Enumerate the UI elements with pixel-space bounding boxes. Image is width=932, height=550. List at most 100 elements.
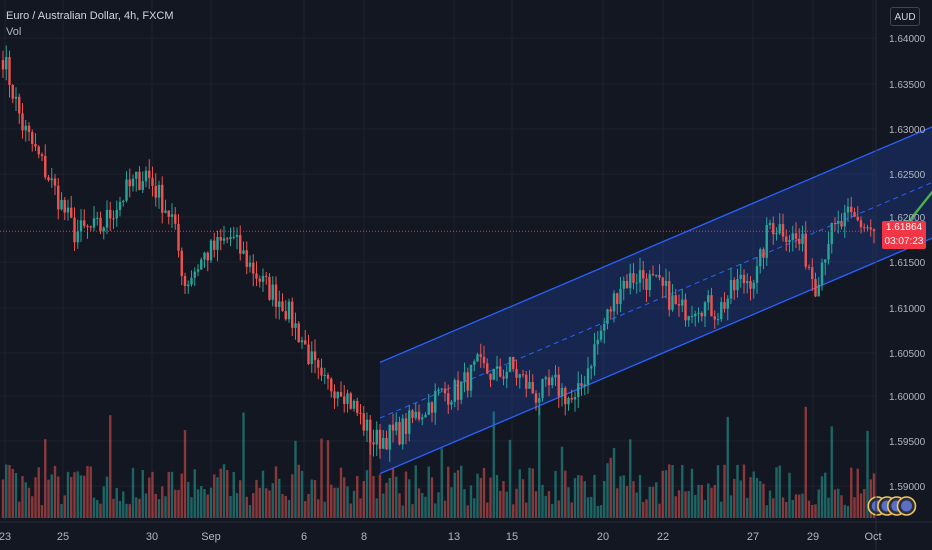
time-tick-label: 13 bbox=[448, 531, 460, 543]
parallel-channel[interactable] bbox=[379, 93, 932, 475]
volume-bar bbox=[359, 498, 362, 518]
volume-bar bbox=[222, 464, 226, 518]
volume-bar bbox=[544, 495, 547, 518]
candle-body bbox=[304, 340, 307, 345]
candle-body bbox=[148, 170, 151, 178]
symbol-title[interactable]: Euro / Australian Dollar, 4h, FXCM bbox=[6, 10, 174, 22]
volume-bar bbox=[37, 467, 40, 518]
trend-arrow[interactable] bbox=[898, 163, 932, 234]
candle-body bbox=[492, 368, 495, 380]
volume-bar bbox=[174, 489, 177, 518]
volume-bar bbox=[859, 493, 863, 518]
candle-body bbox=[622, 280, 625, 289]
price-tick-label: 1.60500 bbox=[889, 349, 926, 360]
volume-bar bbox=[294, 440, 297, 518]
time-tick-label: Sep bbox=[201, 531, 221, 543]
time-axis[interactable]: 23 25 30 Sep 6 8 13 15 20 22 27 29 Oct bbox=[0, 521, 932, 543]
candle-body bbox=[362, 413, 365, 431]
candle-body bbox=[661, 277, 664, 286]
candle-body bbox=[274, 284, 278, 307]
candle-body bbox=[658, 275, 661, 278]
candle-body bbox=[677, 304, 681, 306]
candle-body bbox=[190, 277, 193, 285]
volume-bar bbox=[580, 475, 583, 518]
volume-bar bbox=[278, 478, 281, 518]
candle-body bbox=[138, 171, 141, 190]
candle-body bbox=[567, 397, 570, 405]
candle-body bbox=[599, 330, 603, 340]
candle-body bbox=[482, 356, 486, 364]
time-tick-label: 30 bbox=[146, 531, 158, 543]
candle-body bbox=[690, 316, 694, 318]
event-markers[interactable] bbox=[867, 496, 932, 516]
volume-bar bbox=[463, 489, 466, 518]
volume-bar bbox=[239, 480, 242, 518]
price-tick-label: 1.64000 bbox=[889, 34, 926, 45]
volume-bar bbox=[265, 488, 268, 518]
candle-body bbox=[612, 293, 616, 312]
volume-bar bbox=[375, 498, 378, 518]
volume-bar bbox=[531, 468, 534, 518]
volume-bar bbox=[590, 496, 593, 518]
volume-bar bbox=[729, 495, 733, 518]
volume-bar bbox=[817, 489, 820, 518]
candle-body bbox=[512, 356, 515, 369]
candle-body bbox=[330, 378, 333, 392]
candle-body bbox=[203, 252, 206, 260]
volume-bar bbox=[8, 465, 11, 518]
time-tick-label: 23 bbox=[0, 531, 11, 543]
volume-bar bbox=[128, 504, 131, 518]
volume-bar bbox=[473, 498, 476, 518]
candle-body bbox=[856, 216, 859, 221]
candle-body bbox=[284, 311, 287, 320]
candle-body bbox=[34, 143, 37, 147]
time-tick-label: 15 bbox=[506, 531, 518, 543]
candle-body bbox=[404, 418, 408, 434]
volume-bar bbox=[109, 415, 112, 518]
candle-body bbox=[164, 210, 167, 213]
candle-body bbox=[278, 301, 281, 307]
volume-bar bbox=[781, 497, 785, 518]
volume-bar bbox=[151, 471, 154, 518]
volume-bar bbox=[369, 435, 372, 518]
candle-body bbox=[167, 210, 170, 217]
volume-bar bbox=[63, 495, 66, 518]
volume-bar bbox=[261, 470, 265, 518]
volume-bar bbox=[248, 505, 252, 518]
candle-body bbox=[447, 393, 450, 405]
candle-body bbox=[118, 201, 122, 210]
volume-bar bbox=[746, 497, 749, 518]
volume-label[interactable]: Vol bbox=[6, 26, 22, 38]
candle-body bbox=[863, 227, 866, 229]
candle-body bbox=[502, 376, 505, 379]
candle-body bbox=[609, 309, 612, 312]
volume-bar bbox=[362, 481, 365, 518]
candle-body bbox=[547, 377, 551, 386]
volume-bar bbox=[79, 475, 83, 518]
volume-bar bbox=[837, 488, 840, 518]
candle-body bbox=[57, 185, 60, 210]
candle-body bbox=[726, 298, 729, 309]
volume-bar bbox=[794, 494, 798, 518]
candle-body bbox=[265, 275, 268, 277]
volume-bar bbox=[53, 465, 57, 518]
volume-bar bbox=[635, 492, 638, 518]
volume-bar bbox=[755, 477, 759, 518]
price-axis[interactable]: 1.64000 1.63500 1.63000 1.62500 1.62000 1.615… bbox=[875, 0, 926, 550]
candle-body bbox=[307, 344, 310, 365]
candle-body bbox=[697, 312, 700, 314]
volume-bar bbox=[333, 487, 336, 518]
volume-bar bbox=[697, 484, 700, 518]
candle-body bbox=[369, 419, 372, 443]
arrow-shaft bbox=[898, 190, 932, 234]
price-tick-label: 1.62500 bbox=[889, 170, 926, 181]
candle-body bbox=[411, 410, 414, 418]
currency-button[interactable]: AUD bbox=[890, 7, 920, 26]
candle-body bbox=[749, 281, 752, 289]
candle-body bbox=[40, 154, 44, 156]
candle-body bbox=[707, 295, 710, 303]
candle-body bbox=[359, 412, 362, 414]
volume-bar bbox=[570, 502, 573, 518]
candle-body bbox=[853, 211, 856, 217]
